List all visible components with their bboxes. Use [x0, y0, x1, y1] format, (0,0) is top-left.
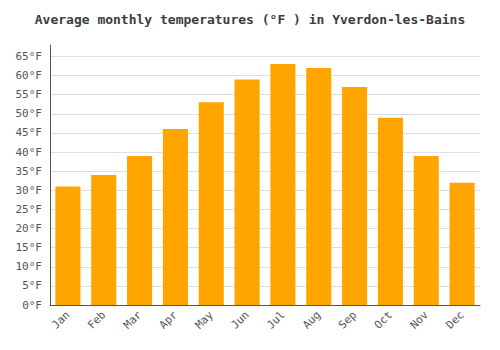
- svg-text:15°F: 15°F: [16, 241, 43, 254]
- svg-text:Dec: Dec: [443, 308, 466, 331]
- svg-text:Aug: Aug: [300, 308, 323, 331]
- svg-text:Jan: Jan: [49, 308, 72, 331]
- svg-text:Nov: Nov: [408, 308, 431, 331]
- svg-text:65°F: 65°F: [16, 50, 43, 63]
- svg-text:35°F: 35°F: [16, 165, 43, 178]
- svg-text:Feb: Feb: [85, 308, 108, 331]
- svg-text:Sep: Sep: [336, 308, 359, 331]
- svg-text:Oct: Oct: [372, 308, 395, 331]
- svg-text:40°F: 40°F: [16, 146, 43, 159]
- svg-text:Jul: Jul: [264, 308, 287, 331]
- svg-text:5°F: 5°F: [22, 279, 42, 292]
- svg-text:25°F: 25°F: [16, 203, 43, 216]
- svg-text:20°F: 20°F: [16, 222, 43, 235]
- svg-text:Apr: Apr: [157, 308, 180, 331]
- svg-text:10°F: 10°F: [16, 260, 43, 273]
- svg-text:0°F: 0°F: [22, 299, 42, 312]
- svg-text:May: May: [193, 308, 216, 331]
- svg-text:50°F: 50°F: [16, 107, 43, 120]
- svg-text:Average monthly temperatures (: Average monthly temperatures (°F ) in Yv…: [35, 12, 465, 27]
- svg-text:60°F: 60°F: [16, 69, 43, 82]
- svg-text:30°F: 30°F: [16, 184, 43, 197]
- svg-text:Jun: Jun: [228, 308, 251, 331]
- svg-text:Mar: Mar: [121, 308, 144, 331]
- svg-text:45°F: 45°F: [16, 126, 43, 139]
- svg-text:55°F: 55°F: [16, 88, 43, 101]
